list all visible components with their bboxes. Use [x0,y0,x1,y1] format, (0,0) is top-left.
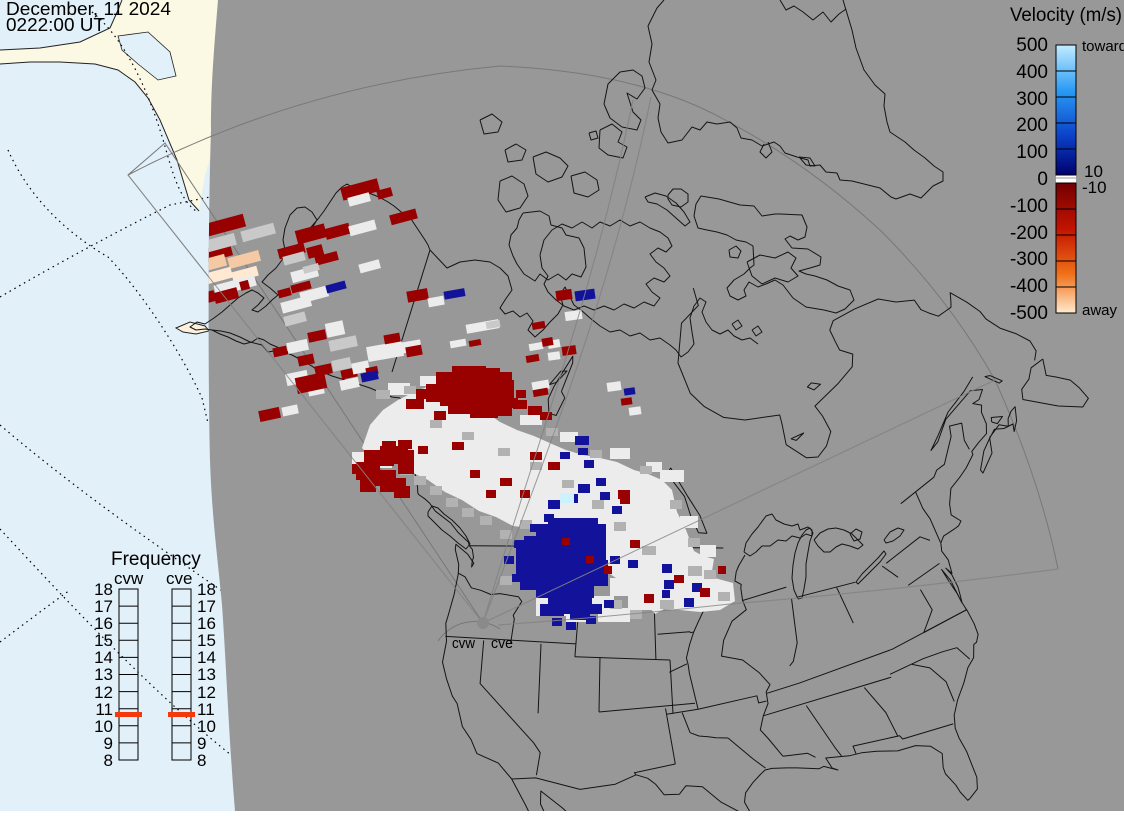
svg-text:-200: -200 [1010,223,1048,244]
svg-text:18: 18 [197,580,216,599]
svg-text:away: away [1082,302,1118,319]
svg-text:15: 15 [197,631,216,650]
svg-text:11: 11 [197,700,215,719]
svg-text:17: 17 [94,597,113,616]
svg-text:13: 13 [197,665,216,684]
svg-text:10: 10 [94,717,113,736]
svg-text:0: 0 [1037,169,1048,190]
svg-text:16: 16 [94,614,113,633]
svg-text:-300: -300 [1010,249,1048,270]
svg-text:December, 11 2024: December, 11 2024 [6,0,171,19]
svg-text:10: 10 [1084,162,1103,181]
svg-text:10: 10 [197,717,216,736]
svg-text:-10: -10 [1082,178,1107,197]
svg-text:17: 17 [197,597,216,616]
svg-text:16: 16 [197,614,216,633]
svg-text:400: 400 [1016,62,1048,83]
svg-text:14: 14 [197,648,216,667]
svg-text:15: 15 [94,631,113,650]
svg-text:200: 200 [1016,115,1048,136]
svg-text:18: 18 [94,580,113,599]
svg-text:cve: cve [166,569,192,588]
svg-text:Frequency: Frequency [111,549,201,570]
svg-text:13: 13 [94,665,113,684]
svg-text:9: 9 [197,734,206,753]
svg-text:cvw: cvw [114,569,144,588]
svg-text:300: 300 [1016,89,1048,110]
svg-text:toward: toward [1082,38,1124,55]
svg-text:500: 500 [1016,35,1048,56]
svg-text:-400: -400 [1010,276,1048,297]
svg-text:14: 14 [94,648,113,667]
svg-text:-100: -100 [1010,196,1048,217]
svg-text:cve: cve [491,635,513,652]
svg-text:100: 100 [1016,142,1048,163]
svg-text:12: 12 [197,683,216,702]
svg-text:cvw: cvw [452,635,475,652]
svg-text:11: 11 [95,700,113,719]
svg-text:Velocity (m/s): Velocity (m/s) [1010,5,1122,26]
svg-text:9: 9 [104,734,113,753]
svg-text:8: 8 [197,751,206,770]
svg-text:12: 12 [94,683,113,702]
svg-text:0222:00 UT: 0222:00 UT [6,15,105,35]
svg-text:8: 8 [104,751,113,770]
svg-text:-500: -500 [1010,303,1048,324]
